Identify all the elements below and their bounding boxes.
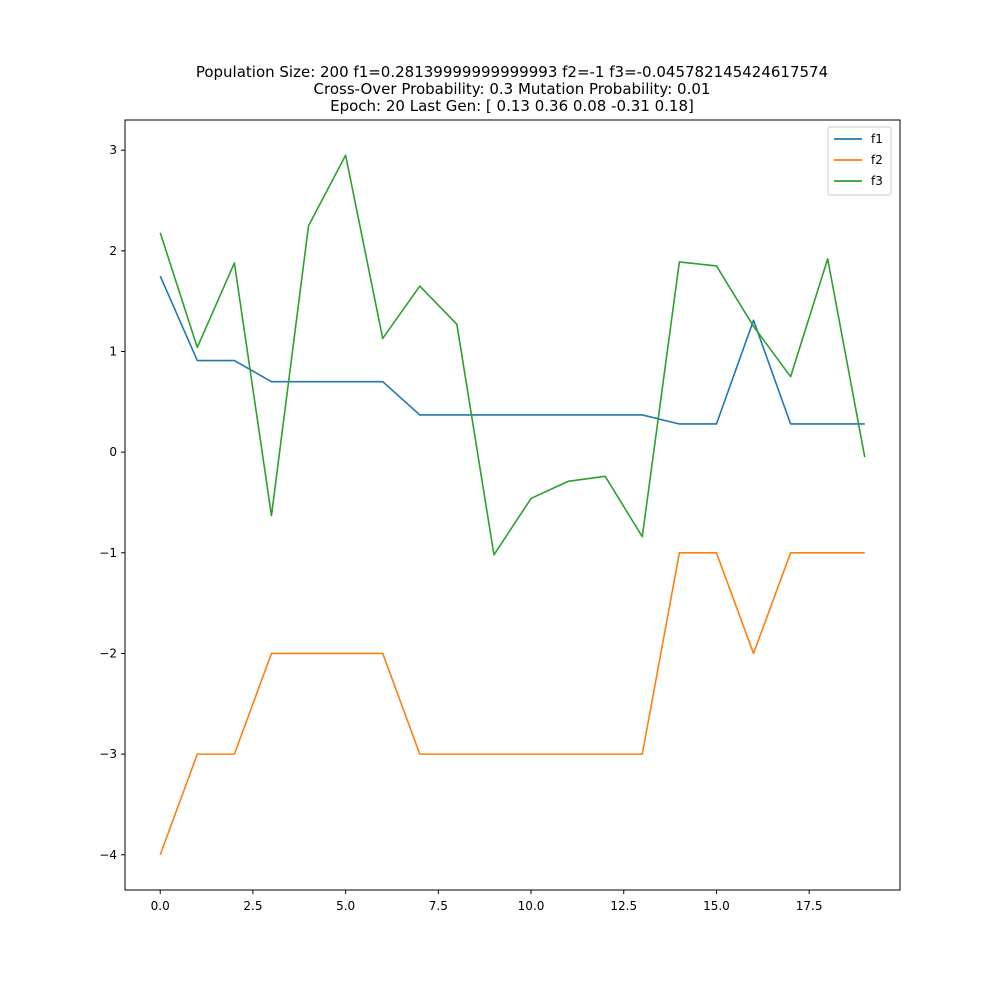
y-tick-label: 0 <box>109 445 117 459</box>
y-tick-label: −2 <box>99 646 117 660</box>
series-layer <box>159 154 866 856</box>
plot-area-frame <box>124 119 901 891</box>
series-line-f1 <box>159 275 865 425</box>
title-line-1: Population Size: 200 f1=0.28139999999999… <box>196 63 828 81</box>
x-tick-label: 12.5 <box>610 899 637 913</box>
y-axis: −4 −3 −2 −1 0 1 2 3 <box>99 143 125 862</box>
x-axis: 0.0 2.5 5.0 7.5 10.0 12.5 15.0 17.5 <box>151 890 823 913</box>
y-tick-label: 2 <box>109 244 117 258</box>
x-tick-label: 0.0 <box>151 899 170 913</box>
y-tick-label: −1 <box>99 546 117 560</box>
x-tick-label: 7.5 <box>429 899 448 913</box>
x-tick-label: 17.5 <box>796 899 823 913</box>
legend-label-f3: f3 <box>871 174 883 188</box>
chart-title: Population Size: 200 f1=0.28139999999999… <box>196 63 828 115</box>
x-tick-label: 2.5 <box>243 899 262 913</box>
y-tick-label: −4 <box>99 848 117 862</box>
x-tick-label: 15.0 <box>703 899 730 913</box>
x-tick-label: 10.0 <box>518 899 545 913</box>
y-tick-label: 1 <box>109 345 117 359</box>
x-tick-label: 5.0 <box>336 899 355 913</box>
title-line-2: Cross-Over Probability: 0.3 Mutation Pro… <box>314 80 711 98</box>
legend: f1 f2 f3 <box>827 126 892 196</box>
series-line-f2 <box>159 552 865 856</box>
series-line-f3 <box>159 154 866 556</box>
legend-label-f2: f2 <box>871 153 883 167</box>
y-tick-label: −3 <box>99 747 117 761</box>
legend-box <box>827 126 892 196</box>
title-line-3: Epoch: 20 Last Gen: [ 0.13 0.36 0.08 -0.… <box>330 97 694 115</box>
y-tick-label: 3 <box>109 143 117 157</box>
legend-label-f1: f1 <box>871 132 883 146</box>
